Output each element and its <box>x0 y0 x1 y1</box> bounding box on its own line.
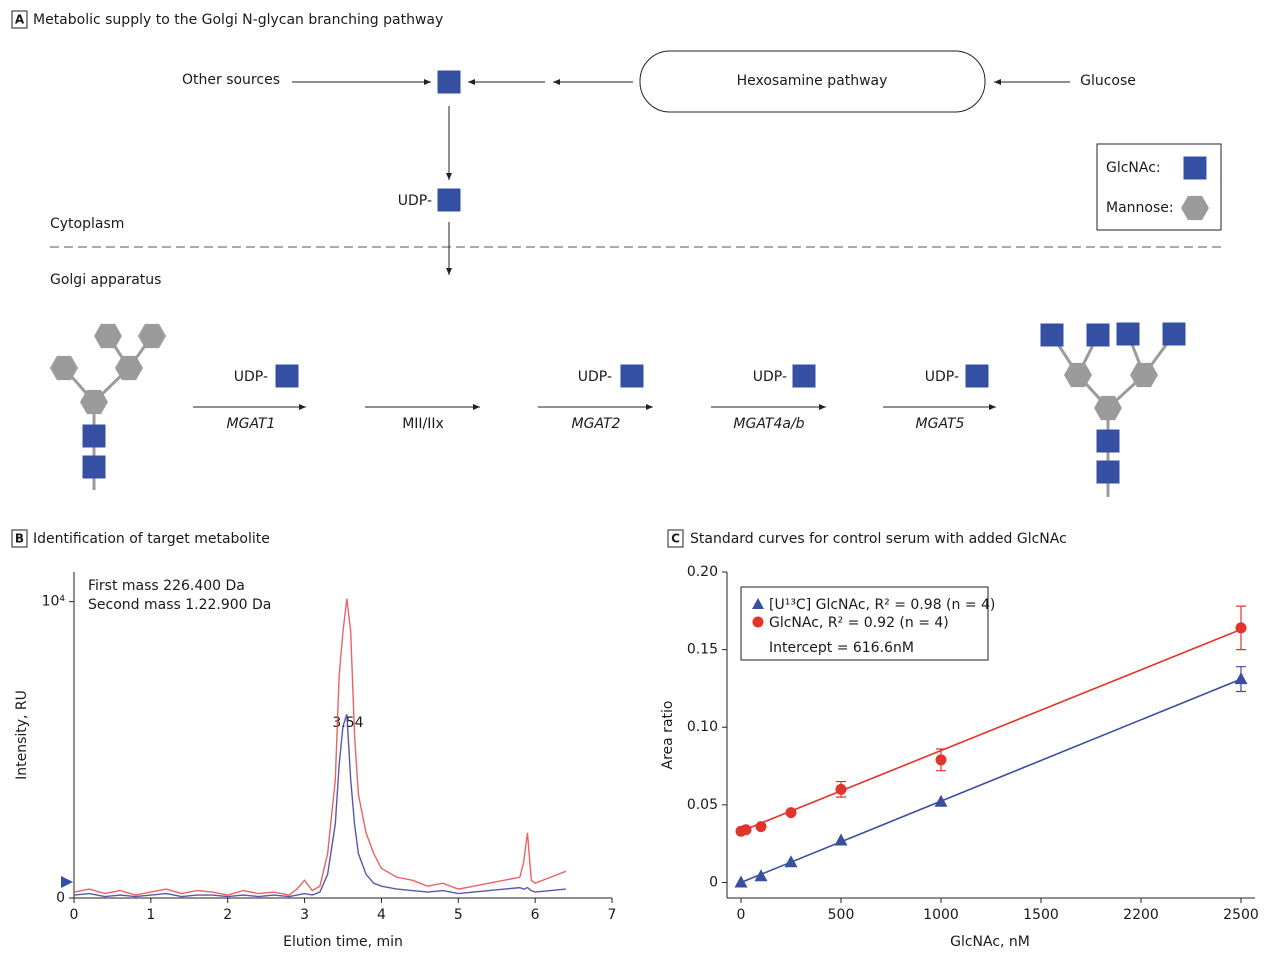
chart-title: Standard curves for control serum with a… <box>690 531 1067 547</box>
udp-label: UDP- <box>398 193 432 209</box>
x-tick-label: 2200 <box>1123 907 1159 923</box>
y-tick-label: 0 <box>56 890 65 906</box>
y-tick-label: 0.20 <box>687 564 718 580</box>
point <box>934 794 948 807</box>
annotation: Second mass 1.22.900 Da <box>88 597 271 613</box>
panel-title: Metabolic supply to the Golgi N-glycan b… <box>33 12 443 28</box>
panel-label-box <box>667 529 684 548</box>
legend-note: Intercept = 616.6nM <box>769 640 914 656</box>
legend-label: [U¹³C] GlcNAc, R² = 0.98 (n = 4) <box>769 597 995 613</box>
point <box>755 821 767 833</box>
donor-label: UDP- <box>234 369 268 385</box>
x-tick-label: 0 <box>70 907 79 923</box>
point <box>754 869 768 882</box>
compartment-label: Cytoplasm <box>50 216 124 232</box>
enzyme-label: MII/IIx <box>402 416 444 432</box>
panel-label: A <box>15 13 25 27</box>
chart-title: Identification of target metabolite <box>33 531 270 547</box>
donor-label: UDP- <box>753 369 787 385</box>
point <box>785 807 797 819</box>
glcnac-square <box>620 364 644 388</box>
trace <box>73 598 567 896</box>
fit-line <box>740 628 1242 832</box>
trace <box>73 714 566 898</box>
x-tick-label: 1 <box>146 907 155 923</box>
panel-label: C <box>671 532 680 546</box>
precursor-marker <box>61 876 73 888</box>
legend-label: GlcNAc, R² = 0.92 (n = 4) <box>769 615 949 631</box>
panel-label: B <box>15 532 24 546</box>
donor-label: UDP- <box>578 369 612 385</box>
x-tick-label: 2 <box>223 907 232 923</box>
glcnac-square <box>437 70 461 94</box>
point <box>834 833 848 846</box>
x-tick-label: 6 <box>531 907 540 923</box>
y-tick-label: 0.10 <box>687 719 718 735</box>
x-tick-label: 500 <box>828 907 855 923</box>
x-tick-label: 0 <box>737 907 746 923</box>
enzyme-label: MGAT2 <box>572 416 621 432</box>
legend-label: Mannose: <box>1106 200 1174 216</box>
panel-label-box <box>11 10 28 29</box>
y-axis-title: Area ratio <box>660 701 676 770</box>
x-axis-title: GlcNAc, nM <box>950 934 1030 950</box>
panel-label-box <box>11 529 28 548</box>
glcnac-square <box>965 364 989 388</box>
compartment-label: Golgi apparatus <box>50 272 161 288</box>
point <box>1234 672 1248 685</box>
enzyme-label: MGAT5 <box>916 416 965 432</box>
glcnac-square <box>437 188 461 212</box>
legend-marker <box>752 598 764 609</box>
y-tick-label: 0.15 <box>687 642 718 658</box>
glycan <box>50 323 166 479</box>
y-tick-label: 0.05 <box>687 797 718 813</box>
x-tick-label: 5 <box>454 907 463 923</box>
x-tick-label: 7 <box>608 907 617 923</box>
annotation: First mass 226.400 Da <box>88 578 245 594</box>
point <box>740 824 752 836</box>
x-tick-label: 1500 <box>1023 907 1059 923</box>
point <box>1235 622 1247 634</box>
pathway-box <box>639 50 986 113</box>
enzyme-label: MGAT4a/b <box>733 416 804 432</box>
fit-line <box>740 678 1242 884</box>
x-tick-label: 1000 <box>923 907 959 923</box>
source-label: Other sources <box>182 72 280 88</box>
legend-square <box>1183 156 1207 180</box>
legend-label: GlcNAc: <box>1106 160 1161 176</box>
point <box>784 855 798 868</box>
pathway-label: Hexosamine pathway <box>737 73 888 89</box>
point <box>835 783 847 795</box>
x-tick-label: 3 <box>300 907 309 923</box>
enzyme-label: MGAT1 <box>227 416 276 432</box>
legend-box <box>740 586 989 661</box>
y-tick-label: 10⁴ <box>42 594 66 610</box>
legend-marker <box>752 616 764 628</box>
x-tick-label: 2500 <box>1223 907 1259 923</box>
donor-label: UDP- <box>925 369 959 385</box>
y-axis-title: Intensity, RU <box>14 690 30 780</box>
glcnac-square <box>792 364 816 388</box>
point <box>734 875 748 888</box>
point <box>935 754 947 766</box>
glcnac-square <box>275 364 299 388</box>
y-tick-label: 0 <box>709 874 718 890</box>
glucose-label: Glucose <box>1080 73 1136 89</box>
x-tick-label: 4 <box>377 907 386 923</box>
x-axis-title: Elution time, min <box>283 934 403 950</box>
